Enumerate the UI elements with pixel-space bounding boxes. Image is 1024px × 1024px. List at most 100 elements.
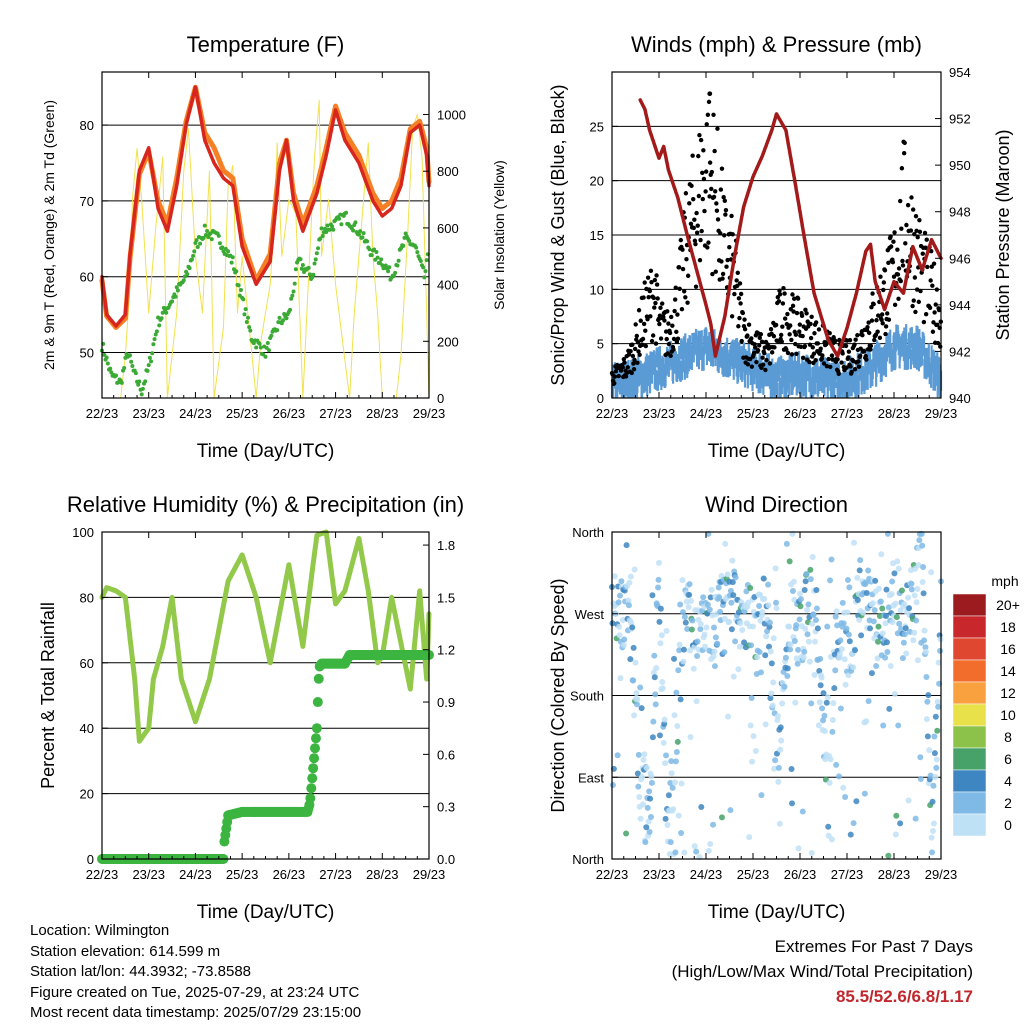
direction-point: [807, 576, 814, 583]
dewpoint-point: [395, 263, 400, 268]
rh_precip-ytick-label: 20: [80, 787, 94, 802]
direction-point: [748, 642, 755, 649]
gust-point: [634, 333, 640, 339]
direction-point: [680, 658, 687, 665]
direction-point: [739, 626, 746, 633]
direction-point: [644, 804, 651, 811]
direction-point: [693, 698, 700, 705]
direction-point: [928, 834, 935, 841]
gust-point: [913, 213, 919, 219]
direction-point: [923, 716, 930, 723]
gust-point: [883, 331, 888, 337]
gust-point: [732, 291, 737, 297]
dewpoint-point: [181, 278, 186, 283]
gust-point: [768, 327, 774, 332]
gust-point: [779, 332, 784, 338]
dewpoint-point: [139, 392, 144, 397]
temperature-ytick-right-label: 0: [437, 391, 444, 406]
temperature-xlabel: Time (Day/UTC): [197, 441, 335, 462]
gust-point: [680, 266, 686, 272]
direction-point: [647, 795, 654, 802]
gust-point: [807, 359, 812, 365]
direction-point: [787, 646, 794, 653]
direction-point: [674, 723, 681, 730]
gust-point: [622, 360, 627, 365]
gust-point: [737, 281, 743, 286]
direction-point: [777, 724, 784, 731]
direction-point: [659, 678, 666, 685]
direction-point: [784, 665, 791, 672]
precip-point: [309, 753, 320, 764]
dewpoint-point: [319, 226, 324, 231]
direction-point: [637, 684, 644, 691]
direction-point: [828, 556, 835, 563]
gust-point: [816, 327, 822, 332]
direction-point: [621, 636, 628, 643]
colorbar-swatch: [952, 813, 987, 837]
gust-point: [866, 330, 872, 336]
gust-point: [705, 112, 711, 117]
gust-point: [787, 332, 792, 337]
direction-point: [814, 625, 821, 632]
direction-point: [710, 624, 717, 631]
direction-point: [836, 650, 843, 657]
gust-point: [645, 316, 650, 322]
direction-point: [741, 639, 748, 646]
direction-point: [761, 595, 768, 602]
gust-point: [713, 269, 718, 274]
direction-point: [878, 551, 885, 558]
direction-point: [614, 752, 621, 759]
pressure-series: [638, 98, 943, 358]
direction-point: [804, 606, 811, 613]
gust-point: [891, 239, 896, 244]
gust-point: [922, 230, 928, 236]
dewpoint-point: [423, 269, 428, 274]
dewpoint-point: [290, 293, 295, 298]
gust-point: [833, 338, 838, 344]
wind_direction-ytick-label: North: [572, 525, 604, 540]
winds-ytick-label: 20: [590, 174, 604, 189]
dewpoint-point: [257, 341, 262, 346]
direction-point: [609, 781, 616, 788]
gust-point: [641, 295, 646, 300]
direction-point: [791, 638, 798, 645]
rh_precip-ytick-right-label: 0.9: [437, 695, 455, 710]
winds-xtick-label: 25/23: [737, 406, 770, 421]
dewpoint-point: [154, 329, 159, 334]
rh_precip-ytick-right-label: 1.5: [437, 590, 455, 605]
direction-point: [714, 640, 721, 647]
direction-point: [879, 630, 886, 637]
extremes-values: 85.5/52.6/6.8/1.17: [835, 987, 973, 1006]
direction-point: [863, 589, 870, 596]
gust-point: [757, 335, 762, 340]
gust-point: [803, 307, 808, 313]
gust-point: [625, 365, 630, 370]
temperature-xtick-label: 28/23: [366, 406, 399, 421]
direction-point: [901, 601, 908, 608]
gust-point: [719, 259, 724, 264]
rh_precip-xtick-label: 22/23: [86, 867, 119, 882]
direction-point: [650, 718, 657, 725]
gust-point: [679, 307, 685, 312]
gust-point: [621, 357, 627, 362]
direction-point: [757, 591, 764, 598]
gust-point: [828, 364, 833, 370]
direction-point: [756, 602, 763, 609]
direction-point: [930, 827, 937, 834]
direction-point: [770, 679, 777, 686]
direction-point: [922, 648, 929, 655]
gust-point: [667, 330, 673, 336]
gust-point: [844, 365, 849, 370]
gust-point: [916, 299, 922, 305]
winds-ytick-label: 5: [597, 337, 604, 352]
gust-point: [643, 343, 649, 349]
dewpoint-point: [152, 337, 157, 342]
direction-point: [627, 656, 634, 663]
direction-point: [891, 570, 898, 577]
direction-point: [781, 683, 788, 690]
gust-point: [632, 357, 637, 363]
dewpoint-point: [194, 238, 199, 243]
colorbar: mph 20+ 18 16 14 12 10 8 6 4 2 0: [952, 573, 1020, 837]
winds-ylabel-left: Sonic/Prop Wind & Gust (Blue, Black): [548, 84, 568, 385]
gust-point: [914, 228, 919, 234]
